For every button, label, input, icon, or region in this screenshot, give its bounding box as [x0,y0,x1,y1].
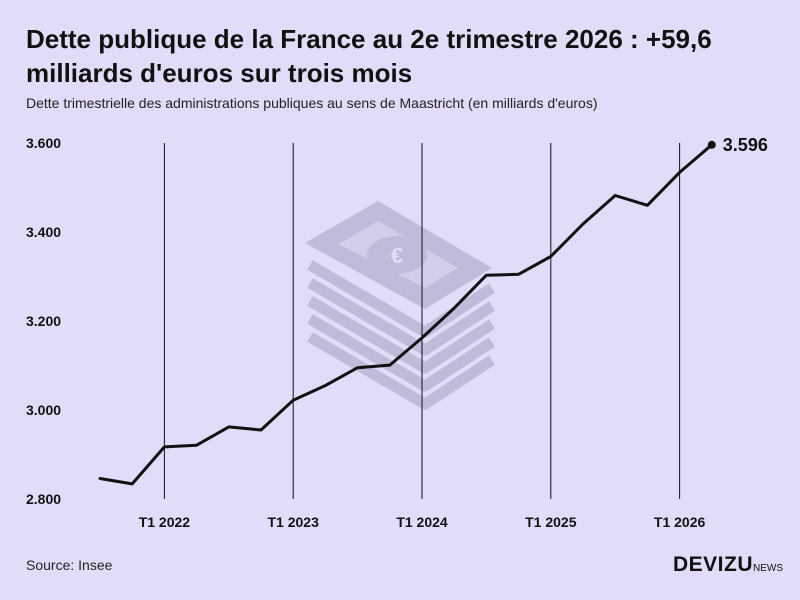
x-tick-label: T1 2023 [268,514,320,530]
euro-banknotes-stack-icon: € [305,201,496,410]
x-tick-label: T1 2022 [139,514,191,530]
data-point [707,140,716,149]
end-value-label: 3.596 [723,135,768,155]
series-line [98,143,714,486]
brand-logo: DEVIZUNEWS [673,553,783,577]
x-tick-label: T1 2025 [525,514,577,530]
y-tick-label: 3.200 [26,313,61,329]
brand-suffix: NEWS [753,563,784,574]
chart-title: Dette publique de la France au 2e trimes… [26,24,712,88]
x-tick-label: T1 2024 [396,514,448,530]
y-tick-label: 3.600 [26,135,61,151]
brand-name: DEVIZU [673,553,754,576]
y-tick-label: 3.000 [26,402,61,418]
chart-subtitle: Dette trimestrielle des administrations … [26,95,598,111]
y-tick-label: 2.800 [26,491,61,507]
y-tick-label: 3.400 [26,224,61,240]
x-tick-label: T1 2026 [654,514,706,530]
source-note: Source: Insee [26,557,113,573]
svg-text:€: € [391,243,403,268]
